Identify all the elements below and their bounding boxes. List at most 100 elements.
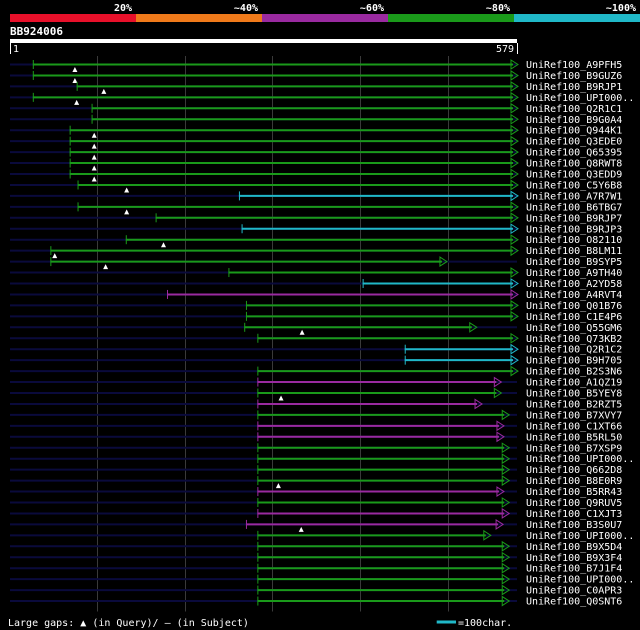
hit-arrow bbox=[496, 420, 505, 432]
hit-arrow bbox=[510, 201, 519, 213]
hit-row: UniRef100_A9PFH5 bbox=[10, 59, 622, 72]
hit-row: UniRef100_A9TH40 bbox=[10, 267, 622, 279]
legend-label: ~60% bbox=[360, 3, 384, 14]
hit-arrow bbox=[501, 540, 511, 552]
hit-label: UniRef100_B9X5D4 bbox=[526, 542, 622, 553]
svg-text:Large gaps: ▲ (in: Large gaps: ▲ (in Query)/ – (in Subject) bbox=[8, 618, 249, 629]
legend-swatch bbox=[514, 14, 640, 22]
hit-arrow bbox=[493, 376, 503, 388]
hit-label: UniRef100_Q8RWT8 bbox=[526, 159, 622, 170]
hit-row: UniRef100_B5RL50 bbox=[10, 431, 622, 443]
hit-row: UniRef100_Q944K1 bbox=[10, 124, 622, 138]
query-ruler: 1 579 bbox=[10, 39, 518, 55]
hit-row: UniRef100_B7XVY7 bbox=[10, 409, 622, 421]
hit-label: UniRef100_B9X3F4 bbox=[526, 553, 622, 564]
query-gap-marker bbox=[91, 165, 97, 171]
hit-arrow bbox=[483, 529, 492, 541]
scale-label: =100char. bbox=[458, 618, 512, 629]
query-gap-marker bbox=[91, 176, 97, 182]
hit-arrow bbox=[510, 91, 519, 103]
hit-label: UniRef100_B5RR43 bbox=[526, 487, 622, 498]
hit-row: UniRef100_B9GUZ6 bbox=[10, 70, 622, 83]
hit-arrow bbox=[510, 212, 519, 224]
hit-label: UniRef100_UPI000.. bbox=[526, 93, 634, 104]
hit-row: UniRef100_B9G0A4 bbox=[10, 113, 622, 126]
hit-label: UniRef100_B6TBG7 bbox=[526, 202, 622, 213]
hit-arrow bbox=[510, 267, 519, 278]
hit-label: UniRef100_Q2R1C1 bbox=[526, 104, 622, 115]
hit-label: UniRef100_B3S0U7 bbox=[526, 520, 622, 531]
gaps-prefix: Large gaps: bbox=[8, 618, 74, 629]
hit-arrow bbox=[501, 573, 511, 585]
hit-row: UniRef100_B2RZT5 bbox=[10, 398, 622, 410]
hit-arrow bbox=[510, 234, 519, 246]
hit-row: UniRef100_B7J1F4 bbox=[10, 562, 622, 575]
hit-label: UniRef100_B5RL50 bbox=[526, 432, 622, 443]
hit-row: UniRef100_UPI000.. bbox=[10, 453, 634, 465]
hit-arrow bbox=[493, 387, 503, 399]
hit-label: UniRef100_C1XJT3 bbox=[526, 509, 622, 520]
hit-arrow bbox=[510, 343, 519, 355]
hit-row: UniRef100_B9SYP5 bbox=[10, 256, 622, 270]
legend-label: 20% bbox=[114, 3, 132, 14]
hit-row: UniRef100_A7R7W1 bbox=[10, 190, 622, 202]
hit-arrow bbox=[501, 562, 511, 574]
hit-label: UniRef100_B8LM11 bbox=[526, 246, 622, 257]
legend-swatch bbox=[388, 14, 514, 22]
legend-swatch bbox=[136, 14, 262, 22]
hit-label: UniRef100_C1XT66 bbox=[526, 421, 622, 432]
hit-arrow bbox=[510, 289, 519, 300]
hit-row: UniRef100_B8E0R9 bbox=[10, 475, 622, 489]
legend-swatch bbox=[10, 14, 136, 22]
gap-query-text: (in Query)/ bbox=[92, 618, 158, 629]
hit-row: UniRef100_B9RJP3 bbox=[10, 223, 622, 235]
hit-arrow bbox=[510, 70, 519, 81]
hit-arrow bbox=[501, 595, 511, 607]
hit-row: UniRef100_C5Y6B8 bbox=[10, 179, 622, 193]
hit-label: UniRef100_B9RJP1 bbox=[526, 82, 622, 93]
query-gap-marker bbox=[74, 99, 80, 105]
hit-label: UniRef100_B2RZT5 bbox=[526, 399, 622, 410]
hit-label: UniRef100_UPI000.. bbox=[526, 531, 634, 542]
hit-row: UniRef100_C1E4P6 bbox=[10, 310, 622, 323]
hit-label: UniRef100_B7XVY7 bbox=[526, 410, 622, 421]
hit-arrow bbox=[501, 508, 511, 519]
hit-label: UniRef100_Q01B76 bbox=[526, 301, 622, 312]
gap-subject-marker: – bbox=[165, 618, 172, 629]
hit-row: UniRef100_B9RJP1 bbox=[10, 80, 622, 94]
hit-label: UniRef100_Q65395 bbox=[526, 148, 622, 159]
hit-row: UniRef100_B7XSP9 bbox=[10, 442, 622, 454]
hit-arrow bbox=[474, 398, 483, 410]
hit-arrow bbox=[510, 135, 519, 147]
hit-row: UniRef100_Q662D8 bbox=[10, 464, 622, 476]
hit-row: UniRef100_B5YEY8 bbox=[10, 387, 622, 401]
query-gap-marker bbox=[299, 329, 305, 335]
hit-row: UniRef100_B5RR43 bbox=[10, 486, 622, 498]
query-gap-marker bbox=[91, 143, 97, 149]
query-gap-marker bbox=[103, 264, 109, 270]
legend-label: ~40% bbox=[234, 3, 258, 14]
gap-query-marker: ▲ bbox=[80, 618, 86, 629]
hit-label: UniRef100_C5Y6B8 bbox=[526, 180, 622, 191]
hit-label: UniRef100_UPI000.. bbox=[526, 454, 634, 465]
hit-arrow bbox=[469, 321, 478, 333]
hit-label: UniRef100_Q0SNT6 bbox=[526, 597, 622, 608]
hit-label: UniRef100_Q3EDE0 bbox=[526, 137, 622, 148]
hit-label: UniRef100_Q944K1 bbox=[526, 126, 622, 137]
hit-arrow bbox=[495, 518, 505, 530]
hit-label: UniRef100_B2S3N6 bbox=[526, 367, 622, 378]
hit-arrow bbox=[501, 497, 511, 508]
hit-label: UniRef100_B9G0A4 bbox=[526, 115, 622, 126]
hit-row: UniRef100_Q8RWT8 bbox=[10, 157, 622, 171]
legend-label: ~100% bbox=[606, 3, 636, 14]
ruler-bar bbox=[10, 39, 517, 43]
hit-arrow bbox=[510, 365, 519, 377]
hit-label: UniRef100_A9TH40 bbox=[526, 268, 622, 279]
hit-label: UniRef100_B7XSP9 bbox=[526, 443, 622, 454]
hit-row: UniRef100_C1XJT3 bbox=[10, 508, 622, 520]
hit-label: UniRef100_B8E0R9 bbox=[526, 476, 622, 487]
hit-row: UniRef100_B9RJP7 bbox=[10, 212, 622, 224]
hit-row: UniRef100_Q2R1C1 bbox=[10, 102, 622, 115]
query-gap-marker bbox=[124, 187, 130, 193]
